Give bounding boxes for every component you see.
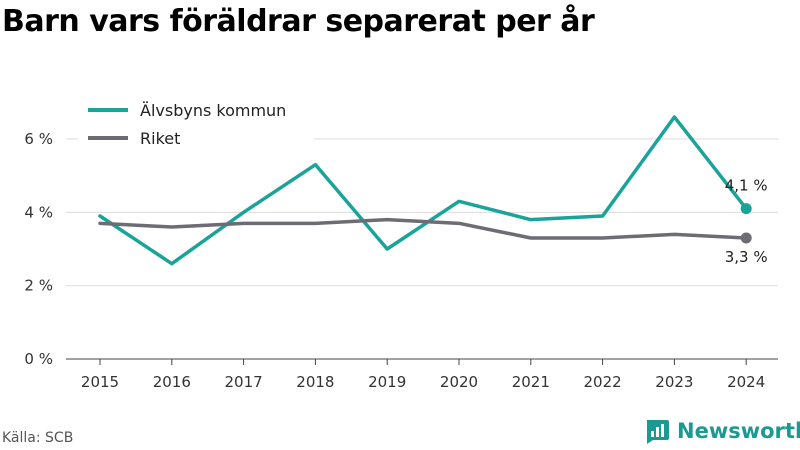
x-axis-ticks: 2015 2016 2017 2018 2019 2020 2021 2022 2023 2024 [81, 359, 765, 391]
source-note: Källa: SCB [2, 430, 74, 446]
brand-name: Newsworthy [677, 419, 800, 443]
series-end-point [740, 203, 752, 215]
chart-title: Barn vars föräldrar separerat per år [2, 4, 595, 39]
x-tick-label: 2024 [727, 373, 765, 391]
x-tick-label: 2021 [512, 373, 550, 391]
legend-label: Riket [140, 129, 180, 148]
x-tick-label: 2015 [81, 373, 119, 391]
y-tick-label: 2 % [24, 277, 53, 295]
series-lines: 4,1 % 3,3 % [98, 115, 768, 266]
data-label: 3,3 % [725, 248, 768, 266]
y-tick-label: 6 % [24, 130, 53, 148]
x-tick-label: 2019 [368, 373, 406, 391]
newsworthy-logo-icon [647, 420, 669, 444]
gridlines [66, 138, 778, 360]
series-line [98, 217, 748, 240]
series-end-point [740, 232, 752, 244]
x-tick-label: 2023 [655, 373, 693, 391]
data-label: 4,1 % [725, 177, 768, 195]
brand-logo: Newsworthy [644, 418, 800, 444]
legend-background [78, 93, 314, 153]
x-tick-label: 2018 [296, 373, 334, 391]
y-axis-ticks: 0 % 2 % 4 % 6 % [24, 130, 53, 368]
x-tick-label: 2020 [440, 373, 478, 391]
series-line [98, 115, 748, 266]
y-tick-label: 0 % [24, 350, 53, 368]
x-tick-label: 2022 [584, 373, 622, 391]
legend-label: Älvsbyns kommun [140, 101, 286, 120]
y-tick-label: 4 % [24, 203, 53, 221]
x-tick-label: 2017 [225, 373, 263, 391]
legend: Älvsbyns kommun Riket [78, 93, 314, 153]
x-tick-label: 2016 [153, 373, 191, 391]
